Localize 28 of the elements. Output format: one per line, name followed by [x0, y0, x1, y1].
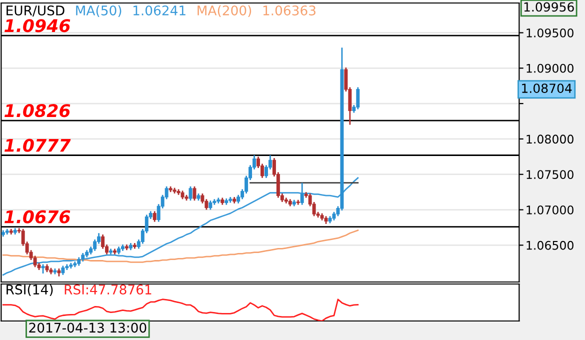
candlestick [300, 182, 304, 206]
candlestick [208, 200, 212, 210]
ref-line-label: 1.0676 [4, 210, 70, 224]
annotation: 1.06241 [134, 5, 186, 16]
text: 1.08704 [522, 84, 572, 94]
text: RSI:47.78761 [64, 284, 152, 295]
y-tick-label: 1.09000 [526, 64, 574, 73]
candlestick [41, 264, 45, 274]
y-tick-label: 1.07500 [526, 170, 574, 180]
ref-line-label: 1.0777 [4, 138, 71, 152]
annotation: 1.06363 [263, 5, 316, 16]
chart-title: RSI(14) [6, 284, 53, 296]
chart-title: EUR/USD [6, 5, 64, 16]
candlestick [152, 210, 156, 223]
y-tick-label: 1.09500 [526, 28, 574, 38]
ref-line-label: 1.0826 [4, 104, 70, 118]
text: 2017-04-13 13:00 [29, 322, 146, 333]
y-tick-label: 1.08000 [526, 134, 574, 144]
candlestick [61, 265, 65, 276]
candlestick [356, 86, 360, 110]
text: 1.09956 [524, 2, 574, 12]
candlestick [192, 186, 196, 202]
text: MA(200) [198, 5, 252, 17]
candlestick [188, 186, 192, 202]
text: MA(50) [76, 5, 122, 17]
y-tick-label: 1.07000 [526, 205, 574, 214]
y-tick-label: 1.06500 [526, 240, 574, 250]
ref-line-label: 1.0946 [4, 19, 70, 32]
